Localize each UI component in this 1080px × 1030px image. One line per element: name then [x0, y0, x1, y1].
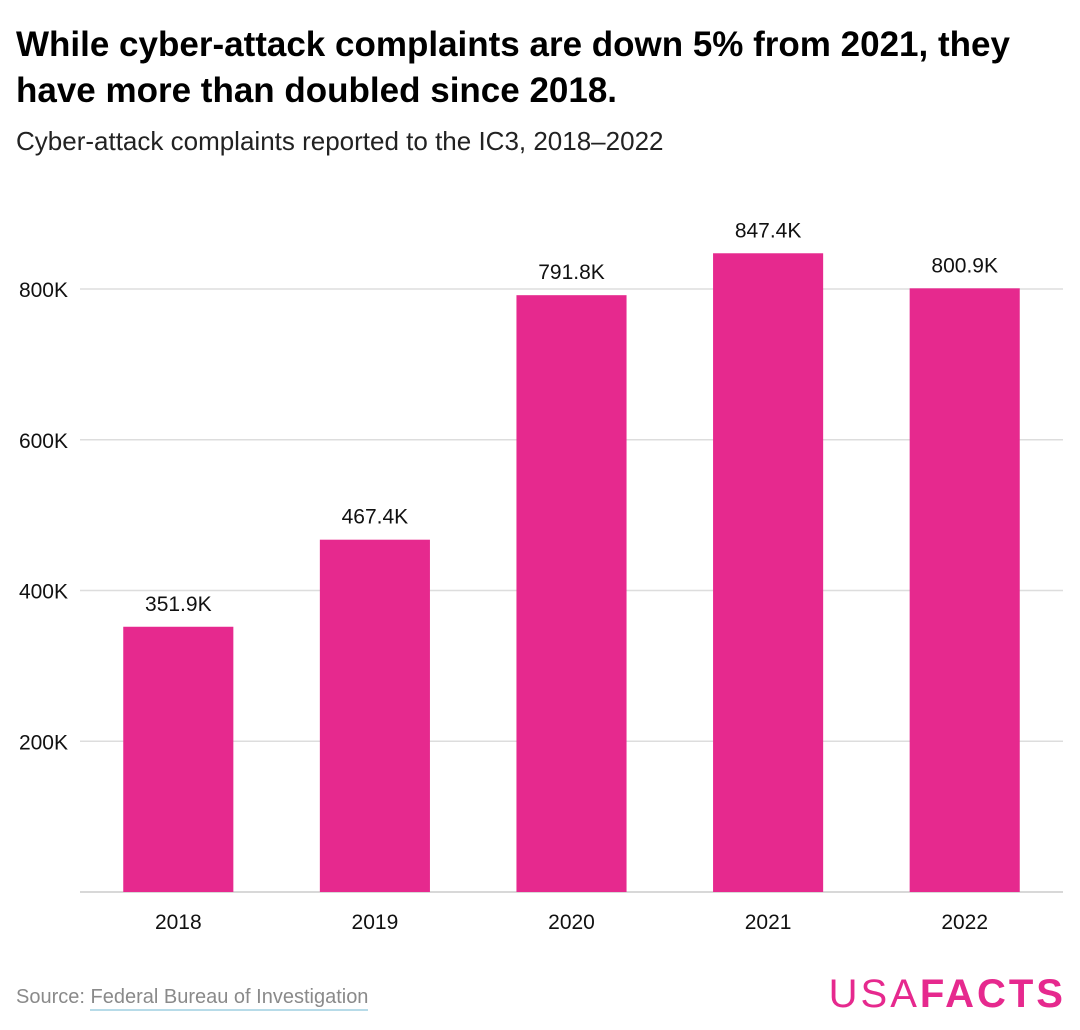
x-tick-label: 2022 — [941, 911, 988, 934]
chart-subtitle: Cyber-attack complaints reported to the … — [16, 126, 664, 156]
data-label: 800.9K — [931, 254, 998, 277]
bar — [516, 295, 627, 892]
bars — [123, 253, 1020, 893]
x-axis-ticks: 2018 2019 2020 2021 2022 — [155, 911, 988, 934]
data-label: 847.4K — [735, 219, 802, 242]
data-label: 791.8K — [538, 261, 605, 284]
source-prefix: Source: — [16, 986, 91, 1008]
x-tick-label: 2021 — [745, 911, 792, 934]
data-label: 351.9K — [145, 593, 212, 616]
bar — [909, 288, 1020, 892]
x-tick-label: 2018 — [155, 911, 202, 934]
x-tick-label: 2019 — [352, 911, 399, 934]
y-tick-label: 200K — [19, 731, 68, 754]
bar — [123, 626, 234, 892]
logo-usa: USA — [828, 972, 920, 1016]
y-tick-label: 600K — [19, 430, 68, 453]
source-note: Source: Federal Bureau of Investigation — [16, 986, 369, 1011]
chart-title: While cyber-attack complaints are down 5… — [16, 25, 1010, 110]
x-tick-label: 2020 — [548, 911, 595, 934]
source-link[interactable]: Federal Bureau of Investigation — [90, 986, 369, 1011]
data-label: 467.4K — [342, 506, 409, 529]
y-axis-ticks: 200K 400K 600K 800K — [19, 279, 68, 754]
bar-chart: 351.9K 467.4K 791.8K 847.4K 800.9K 200K 400K 6… — [19, 219, 1063, 934]
y-tick-label: 400K — [19, 581, 68, 604]
logo-facts: FACTS — [919, 972, 1066, 1016]
y-tick-label: 800K — [19, 279, 68, 302]
data-labels: 351.9K 467.4K 791.8K 847.4K 800.9K — [145, 219, 998, 615]
bar — [713, 253, 824, 893]
usafacts-logo: USAFACTS — [829, 972, 1066, 1017]
bar — [319, 539, 430, 892]
